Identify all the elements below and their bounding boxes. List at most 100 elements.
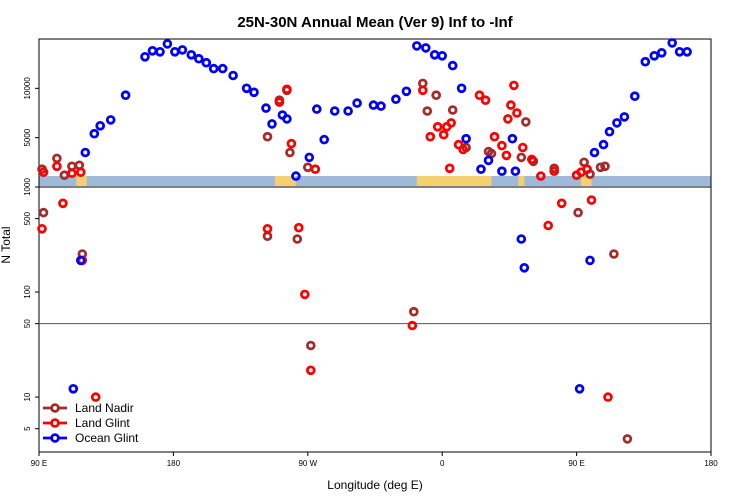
ocean-strip (39, 176, 711, 186)
land-segment (76, 176, 87, 186)
ocean-glint-point (249, 87, 259, 98)
ocean-glint-point (629, 91, 640, 101)
land-glint-point (458, 144, 468, 155)
legend-marker-land-nadir (50, 403, 60, 413)
land-glint-point (432, 122, 443, 132)
y-tick-label: 1000 (23, 178, 32, 196)
ocean-glint-point (429, 49, 440, 60)
x-tick-label: 90 W (298, 459, 317, 468)
ocean-glint-point (516, 234, 527, 244)
ocean-glint-point (186, 49, 197, 60)
y-tick-label: 50 (23, 319, 32, 328)
y-tick-label: 5000 (23, 128, 32, 146)
land-glint-point (425, 131, 436, 142)
ocean-glint-point (68, 383, 79, 394)
x-tick-label: 0 (440, 459, 445, 468)
ocean-glint-point (311, 104, 322, 114)
ocean-glint-point (319, 134, 330, 145)
ocean-glint-point (177, 45, 188, 55)
ocean-glint-point (89, 128, 100, 139)
ocean-glint-point (519, 262, 530, 273)
legend-label-land-glint: Land Glint (75, 416, 130, 430)
ocean-glint-point (585, 255, 595, 266)
land-glint-point (286, 138, 297, 149)
land-glint-point (603, 392, 613, 402)
land-glint-point (38, 167, 49, 178)
land-nadir-point (520, 117, 531, 127)
ocean-glint-point (604, 126, 615, 137)
ocean-glint-point (217, 63, 228, 74)
land-segment (581, 176, 592, 186)
y-axis-ticks: 5000 10000 1000 500 100 50 10 5 (23, 77, 39, 431)
land-glint-point (446, 118, 457, 128)
y-tick-label: 10 (23, 392, 32, 401)
land-segment (416, 176, 492, 186)
ocean-glint-point (368, 100, 379, 110)
ocean-glint-point (649, 50, 660, 61)
land-glint-point (509, 80, 519, 91)
ocean-glint-point (343, 106, 353, 116)
land-glint-point (474, 90, 485, 100)
ocean-glint-point (612, 118, 622, 128)
land-glint-point (417, 85, 428, 96)
land-segment (274, 176, 296, 186)
land-glint-point (58, 198, 68, 209)
land-nadir-point (516, 152, 527, 163)
ocean-glint-point (291, 171, 301, 181)
ocean-glint-point (574, 383, 585, 394)
x-tick-label: 90 E (568, 459, 584, 468)
land-glint-point (582, 164, 592, 175)
x-axis-label: Longitude (deg E) (327, 478, 422, 492)
ocean-glint-point (674, 46, 685, 57)
land-glint-point (407, 320, 418, 331)
land-glint-point (293, 222, 304, 233)
ocean-glint-point (507, 133, 518, 144)
land-glint-point (586, 195, 597, 205)
ocean-glint-point (411, 41, 422, 51)
land-glint-point (37, 224, 47, 234)
ocean-glint-point (147, 45, 158, 56)
ocean-glint-point (241, 83, 252, 94)
data-points (37, 38, 692, 444)
ocean-glint-point (120, 90, 131, 100)
ocean-glint-point (105, 115, 116, 125)
ocean-glint-point (201, 57, 212, 68)
ocean-glint-point (447, 60, 458, 71)
ocean-glint-point (640, 56, 651, 67)
legend-marker-land-glint (50, 418, 60, 428)
land-glint-point (262, 224, 273, 234)
land-nadir-point (622, 434, 633, 444)
land-nadir-point (38, 207, 49, 218)
land-glint-point (556, 198, 567, 209)
land-glint-point (438, 129, 449, 140)
land-nadir-point (262, 131, 273, 142)
ocean-glint-point (476, 164, 486, 175)
land-nadir-point (431, 90, 442, 100)
land-glint-point (543, 220, 553, 231)
y-tick-label: 500 (23, 211, 32, 225)
land-nadir-point (305, 340, 316, 351)
ocean-glint-point (437, 50, 448, 61)
ocean-glint-point (682, 46, 692, 57)
land-glint-point (444, 163, 455, 174)
land-glint-point (512, 108, 522, 118)
land-glint-point (506, 100, 516, 110)
ocean-glint-point (304, 152, 315, 163)
ocean-glint-point (510, 166, 521, 177)
land-mask-strip (39, 176, 711, 186)
land-glint-point (299, 289, 310, 300)
y-tick-label: 10000 (23, 77, 32, 100)
ocean-glint-point (589, 147, 600, 158)
ocean-glint-point (483, 155, 494, 166)
land-nadir-point (52, 153, 62, 164)
land-glint-point (517, 142, 528, 153)
ocean-glint-point (95, 121, 105, 131)
land-glint-point (503, 114, 513, 124)
land-glint-point (274, 97, 285, 107)
chart-title: 25N-30N Annual Mean (Ver 9) Inf to -Inf (237, 14, 513, 31)
legend-label-ocean-glint: Ocean Glint (75, 431, 139, 445)
plot-frames (38, 38, 712, 453)
